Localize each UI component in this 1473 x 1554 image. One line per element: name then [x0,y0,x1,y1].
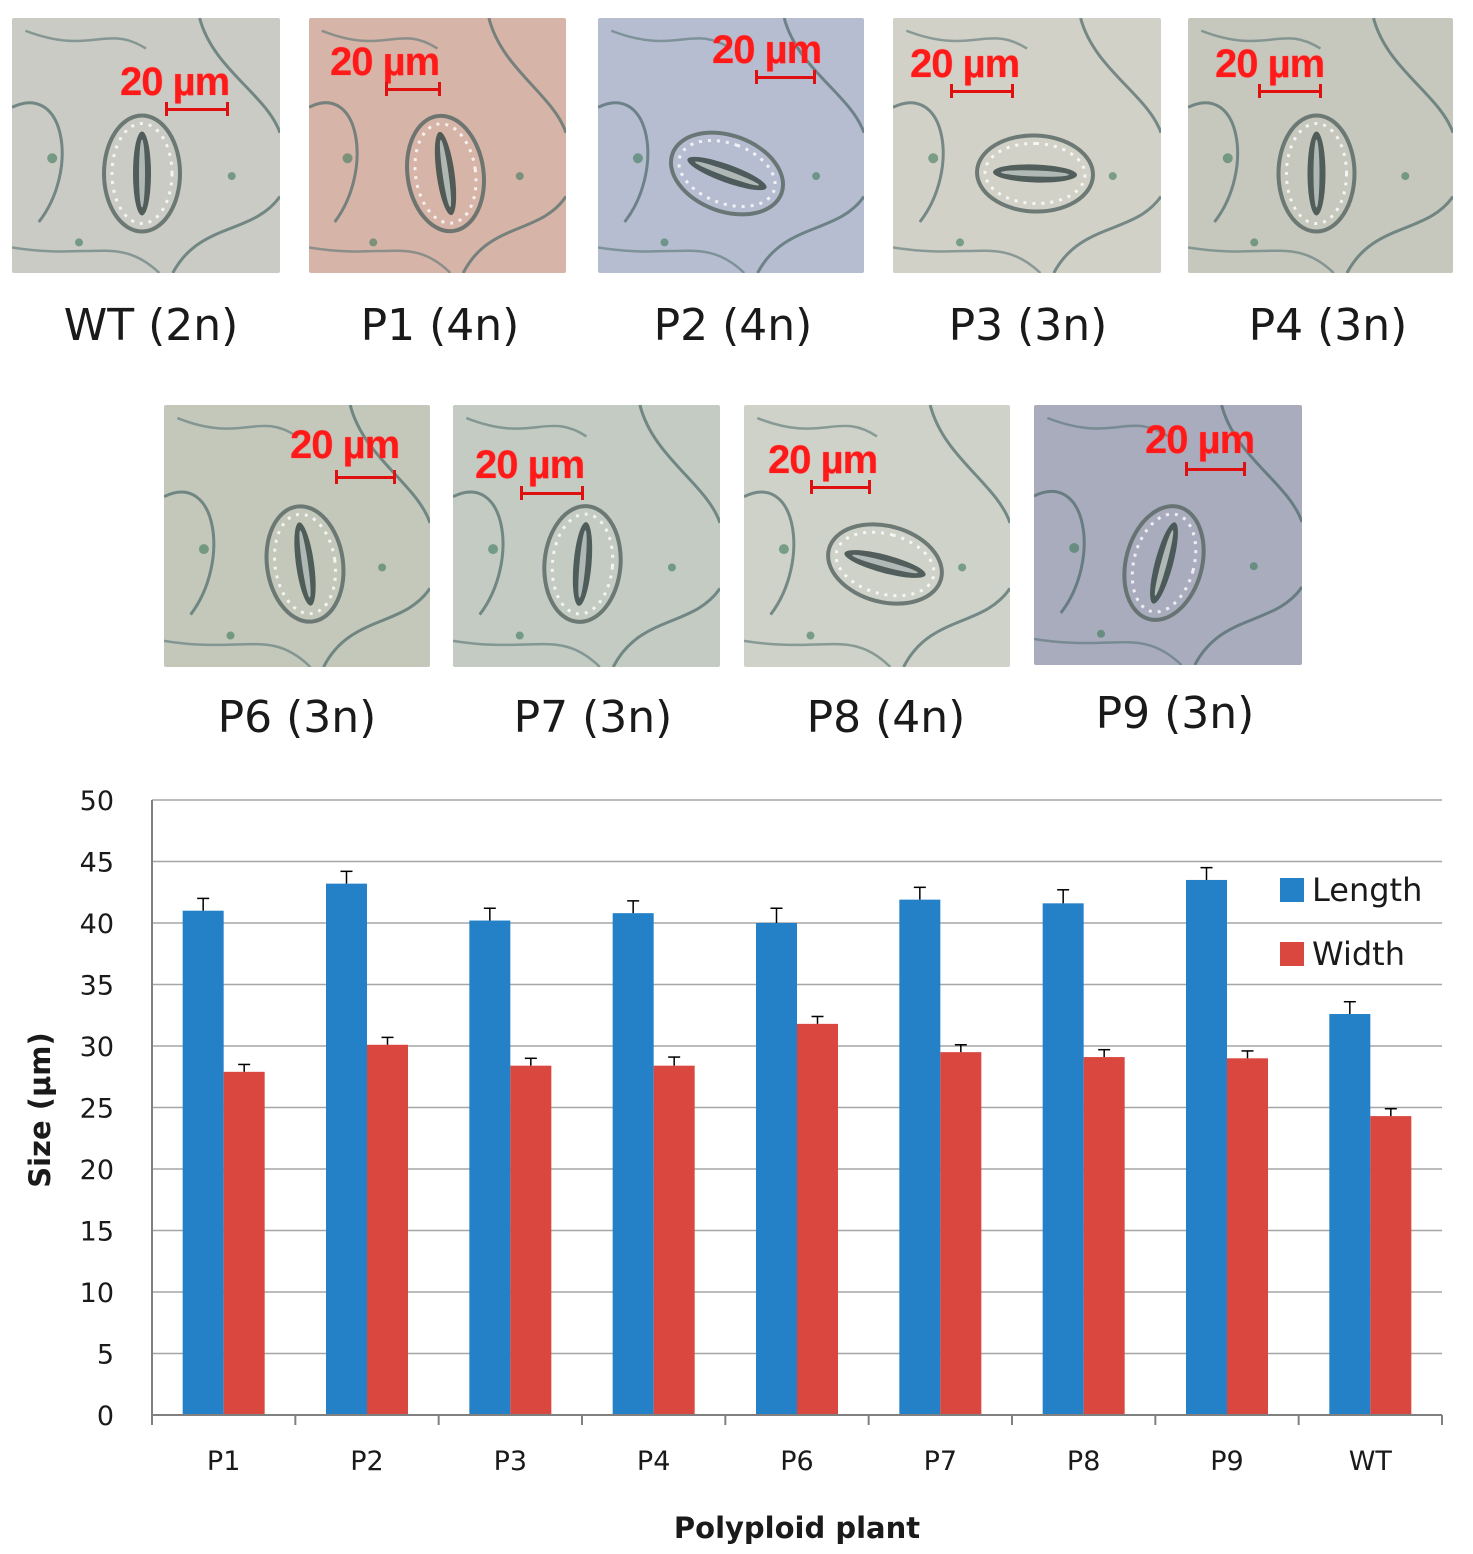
scale-bar-7 [520,486,584,500]
x-tick-labels: P1 P2 P3 P4 P6 P7 P8 P9 WT [207,1446,1392,1477]
panel-caption-6: P6 (3n) [217,692,377,743]
micrograph-9 [1034,405,1302,665]
bar-length-p4 [612,913,654,1415]
micrograph-2 [309,18,566,273]
x-axis [151,800,1443,1425]
bar-width-p9 [1227,1058,1268,1415]
y-tick-label: 10 [80,1278,114,1309]
scale-label-8: 20 µm [768,438,878,482]
micrograph-4 [893,18,1161,273]
y-tick-label: 0 [97,1401,114,1432]
bar-width-wt [1370,1116,1412,1415]
x-tick-label: P1 [207,1446,240,1477]
scale-label-1: 20 µm [120,60,230,104]
y-tick-label: 50 [80,786,114,817]
x-tick-label: WT [1349,1446,1393,1477]
y-tick-label: 25 [80,1094,114,1125]
scale-bar-1 [165,102,229,116]
x-tick-label: P3 [494,1446,527,1477]
scale-bar-6 [335,470,396,484]
error-bars [197,866,1397,1117]
bar-width-p1 [223,1071,265,1415]
scale-label-3: 20 µm [712,28,822,72]
y-axis-title: Size (µm) [23,1032,57,1188]
scale-label-2: 20 µm [330,40,440,84]
bar-length-wt [1329,1014,1371,1415]
bar-length-p1 [182,910,224,1415]
micrograph-3 [598,18,864,273]
micrograph-1 [12,18,280,273]
scale-bar-2 [385,82,441,96]
legend-label-length: Length [1312,871,1422,909]
bars [182,879,1412,1415]
micrograph-6 [164,405,430,667]
panel-caption-4: P3 (3n) [948,300,1108,351]
panel-caption-2: P1 (4n) [360,300,520,351]
bar-length-p2 [326,883,367,1415]
panel-caption-3: P2 (4n) [653,300,813,351]
bar-length-p8 [1042,903,1084,1415]
scale-label-6: 20 µm [290,423,400,467]
y-tick-label: 15 [80,1217,114,1248]
y-tick-label: 20 [80,1155,114,1186]
scale-bar-3 [755,70,816,84]
bar-width-p8 [1083,1057,1125,1415]
y-tick-labels: 0 5 10 15 20 25 30 35 40 45 50 [80,786,114,1432]
x-tick-label: P8 [1067,1446,1100,1477]
scale-bar-8 [810,480,871,494]
panel-caption-8: P8 (4n) [806,692,966,743]
x-tick-label: P7 [924,1446,957,1477]
bar-width-p6 [797,1023,838,1415]
bar-width-p3 [510,1065,552,1415]
bar-width-p7 [940,1052,982,1415]
y-tick-label: 5 [97,1340,114,1371]
x-tick-label: P9 [1210,1446,1243,1477]
bar-length-p6 [756,923,797,1415]
scale-label-9: 20 µm [1145,418,1255,462]
x-tick-label: P4 [637,1446,670,1477]
bar-width-p4 [653,1065,695,1415]
scale-bar-9 [1185,462,1246,476]
y-tick-label: 40 [80,909,114,940]
panel-caption-1: WT (2n) [63,300,239,351]
micrograph-5 [1188,18,1453,273]
micrograph-7 [453,405,720,667]
panel-caption-7: P7 (3n) [513,692,673,743]
bar-length-p7 [899,899,941,1415]
x-tick-label: P2 [350,1446,383,1477]
y-tick-label: 35 [80,971,114,1002]
legend: Length Width [1280,871,1422,973]
scale-bar-5 [1258,84,1322,98]
legend-label-width: Width [1312,935,1405,973]
y-tick-label: 45 [80,848,114,879]
scale-bar-4 [950,84,1014,98]
bar-length-p3 [469,920,511,1415]
scale-label-5: 20 µm [1215,42,1325,86]
y-tick-label: 30 [80,1032,114,1063]
legend-swatch-width [1280,942,1304,966]
panel-caption-9: P9 (3n) [1095,688,1255,739]
scale-label-7: 20 µm [475,443,585,487]
scale-label-4: 20 µm [910,42,1020,86]
legend-swatch-length [1280,878,1304,902]
x-axis-title: Polyploid plant [674,1511,920,1545]
bar-width-p2 [367,1044,408,1415]
panel-caption-5: P4 (3n) [1248,300,1408,351]
x-tick-label: P6 [780,1446,813,1477]
micrograph-8 [744,405,1010,667]
bar-length-p9 [1186,879,1227,1415]
